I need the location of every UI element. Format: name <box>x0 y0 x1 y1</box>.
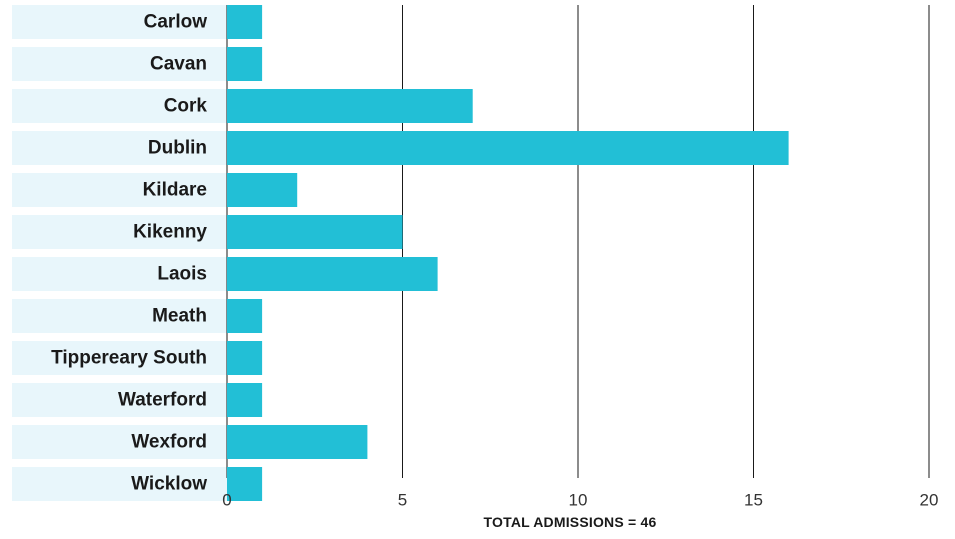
category-label: Wicklow <box>131 474 207 495</box>
bar <box>227 5 263 39</box>
label-band <box>12 131 227 165</box>
label-band <box>12 47 227 81</box>
bar <box>227 47 263 81</box>
bar <box>227 341 263 375</box>
label-band <box>12 89 227 123</box>
label-band <box>12 173 227 207</box>
label-band <box>12 5 227 39</box>
label-band <box>12 341 227 375</box>
category-label: Kildare <box>143 180 207 201</box>
x-tick-label: 20 <box>920 491 939 510</box>
total-admissions-note: TOTAL ADMISSIONS = 46 <box>483 514 657 530</box>
category-label: Tippereary South <box>51 348 207 369</box>
x-tick-label: 5 <box>398 491 407 510</box>
bar <box>227 215 403 249</box>
category-label: Kikenny <box>133 222 207 243</box>
x-tick-label: 10 <box>569 491 588 510</box>
bar <box>227 173 298 207</box>
x-tick-label: 0 <box>222 491 231 510</box>
category-label: Carlow <box>144 12 208 33</box>
label-band <box>12 383 227 417</box>
label-band <box>12 215 227 249</box>
bar <box>227 467 263 501</box>
bar <box>227 425 368 459</box>
bar <box>227 383 263 417</box>
category-label: Laois <box>157 264 207 285</box>
bar <box>227 131 789 165</box>
label-band <box>12 299 227 333</box>
category-label: Wexford <box>131 432 207 453</box>
label-band <box>12 257 227 291</box>
bar <box>227 257 438 291</box>
category-label: Cavan <box>150 54 207 75</box>
category-label: Dublin <box>148 138 207 159</box>
label-band <box>12 425 227 459</box>
category-label: Meath <box>152 306 207 327</box>
category-label: Cork <box>164 96 208 117</box>
category-label: Waterford <box>118 390 207 411</box>
bar <box>227 299 263 333</box>
bar <box>227 89 473 123</box>
label-band <box>12 467 227 501</box>
x-tick-label: 15 <box>744 491 763 510</box>
